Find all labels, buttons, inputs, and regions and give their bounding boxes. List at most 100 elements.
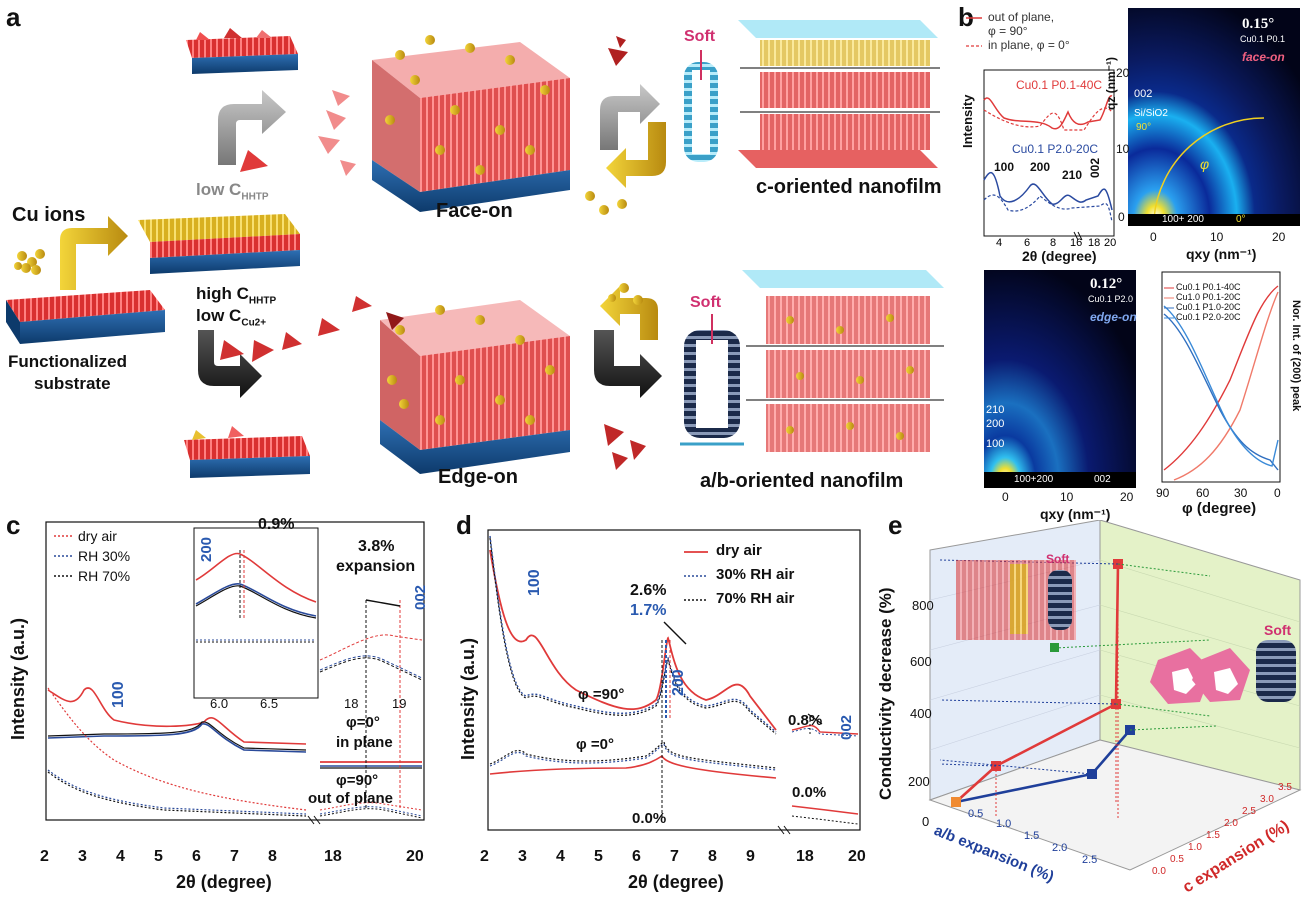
phi0-d: φ =0° [576,736,614,753]
substrate-label: substrate [34,374,111,393]
giwaxs2-xtick: 10 [1060,490,1074,504]
giwaxs1-xtick: 20 [1272,230,1286,244]
xtick-c: 20 [406,848,424,865]
soft-label-bottom: Soft [690,294,722,311]
series-top-label: Cu0.1 P0.1-40C [1016,78,1103,92]
zlabel-e: Conductivity decrease (%) [876,587,895,800]
ztick-e: 400 [910,706,932,721]
giwaxs2-bottom: 100+200 [1014,474,1054,485]
phi-xtick: 30 [1234,486,1248,500]
soft-spring-top [684,50,718,162]
fragments-top [608,36,628,66]
xtick-e: 1.5 [1024,830,1040,842]
cu-ions-label: Cu ions [12,204,86,226]
xtick-d: 2 [480,848,489,865]
peak-002: 002 [1088,157,1102,178]
peak-002-c: 002 [412,584,429,610]
pct-00-d: 0.0% [632,810,667,827]
xtick-d: 4 [556,848,565,865]
c-oriented-nanofilm-illustration [738,20,940,168]
gold-balls-top [585,191,627,215]
ytick-e: 2.5 [1242,806,1256,817]
inset-xtick: 6.5 [260,696,279,711]
ztick-e: 0 [922,814,930,829]
ztick-e: 600 [910,654,932,669]
xtick-c: 3 [78,848,87,865]
giwaxs1-002: 002 [1134,88,1153,100]
series-bottom-label: Cu0.1 P2.0-20C [1012,142,1099,156]
xlabel-c: 2θ (degree) [176,872,272,892]
conductivity-3d-plot [928,520,1302,871]
red-triangles-bottom [604,424,646,470]
giwaxs2-xlabel: qxy (nm⁻¹) [1040,506,1111,522]
peak-100: 100 [994,160,1015,174]
giwaxs1-ytick: 0 [1118,210,1125,224]
ytick-e: 0.0 [1152,866,1166,877]
phi-legend-1: Cu1.0 P0.1-20C [1176,292,1241,302]
giwaxs1-ytick: 20 [1116,66,1130,80]
sub-xtick: 18 [344,696,359,711]
ab-oriented-label: a/b-oriented nanofilm [700,470,904,492]
soft-label-e-left: Soft [1046,552,1070,566]
initial-film-illustration [138,214,300,274]
xtick-d: 9 [746,848,755,865]
giwaxs2-002: 002 [1094,474,1111,485]
xtick-d: 18 [796,848,814,865]
xrd-humidity-plot-c [45,521,425,825]
peak-100-c: 100 [110,681,127,708]
c-oriented-label: c-oriented nanofilm [756,176,942,198]
low-ccu-label: low CCu2+ [196,306,267,329]
xrd-xtick: 8 [1050,237,1056,249]
giwaxs2-xtick: 0 [1002,490,1009,504]
pct-00b-d: 0.0% [792,784,827,801]
face-on-label: Face-on [436,200,513,222]
xtick-c: 7 [230,848,239,865]
xrd-xtick: 20 [1104,237,1116,249]
legend-dry-air-c: dry air [78,528,117,544]
edge-on-structure [380,300,570,474]
giwaxs1-ylabel: qz (nm⁻¹) [1104,57,1118,110]
peak-200-d: 200 [670,669,687,696]
panel-letter-b: b [958,2,974,32]
xrd-humidity-plot-d [487,529,861,835]
giwaxs2-sample: Cu0.1 P2.0 [1088,294,1134,304]
inset-pct-c: 0.9% [258,516,295,533]
ytick-e: 3.5 [1278,782,1292,793]
phi-legend-0: Cu0.1 P0.1-40C [1176,282,1241,292]
xtick-d: 20 [848,848,866,865]
functionalized-substrate-illustration [6,290,165,344]
xrd-xtick: 4 [996,237,1002,249]
xtick-d: 5 [594,848,603,865]
ab-oriented-nanofilm-illustration [742,270,944,460]
xtick-c: 4 [116,848,125,865]
xrd-xtick: 6 [1024,237,1030,249]
low-c-label: low CHHTP [196,180,269,203]
xrd-1d-plot: 4 6 8 16 18 20 [966,17,1116,249]
soft-label-e-right: Soft [1264,622,1292,638]
giwaxs1-angle: 0.15° [1242,16,1275,32]
xtick-d: 3 [518,848,527,865]
peak-100-d: 100 [526,569,543,596]
xtick-d: 6 [632,848,641,865]
xtick-e: 2.0 [1052,842,1068,854]
giwaxs1-phi: φ [1200,156,1210,172]
ytick-e: 0.5 [1170,854,1184,865]
xtick-c: 2 [40,848,49,865]
gold-balls-bottom [608,283,643,305]
legend-out-plane-phi: φ = 90° [988,24,1028,38]
xtick-e: 2.5 [1082,854,1098,866]
black-arrow-icon [198,330,262,398]
phi-xlabel: φ (degree) [1182,500,1257,517]
pct-26-d: 2.6% [630,582,667,599]
ztick-e: 800 [912,598,934,613]
phi90-d: φ =90° [578,686,625,703]
edge-on-label: Edge-on [438,466,518,488]
phi-legend-3: Cu0.1 P2.0-20C [1176,312,1241,322]
xrd-xtick: 18 [1088,237,1100,249]
giwaxs2-210: 210 [986,404,1005,416]
giwaxs2-200: 200 [986,418,1005,430]
grey-arrow-icon [218,90,286,165]
giwaxs1-xlabel: qxy (nm⁻¹) [1186,246,1257,262]
cycle-grey-arrow-icon [600,84,660,150]
ylabel-d: Intensity (a.u.) [458,637,478,760]
